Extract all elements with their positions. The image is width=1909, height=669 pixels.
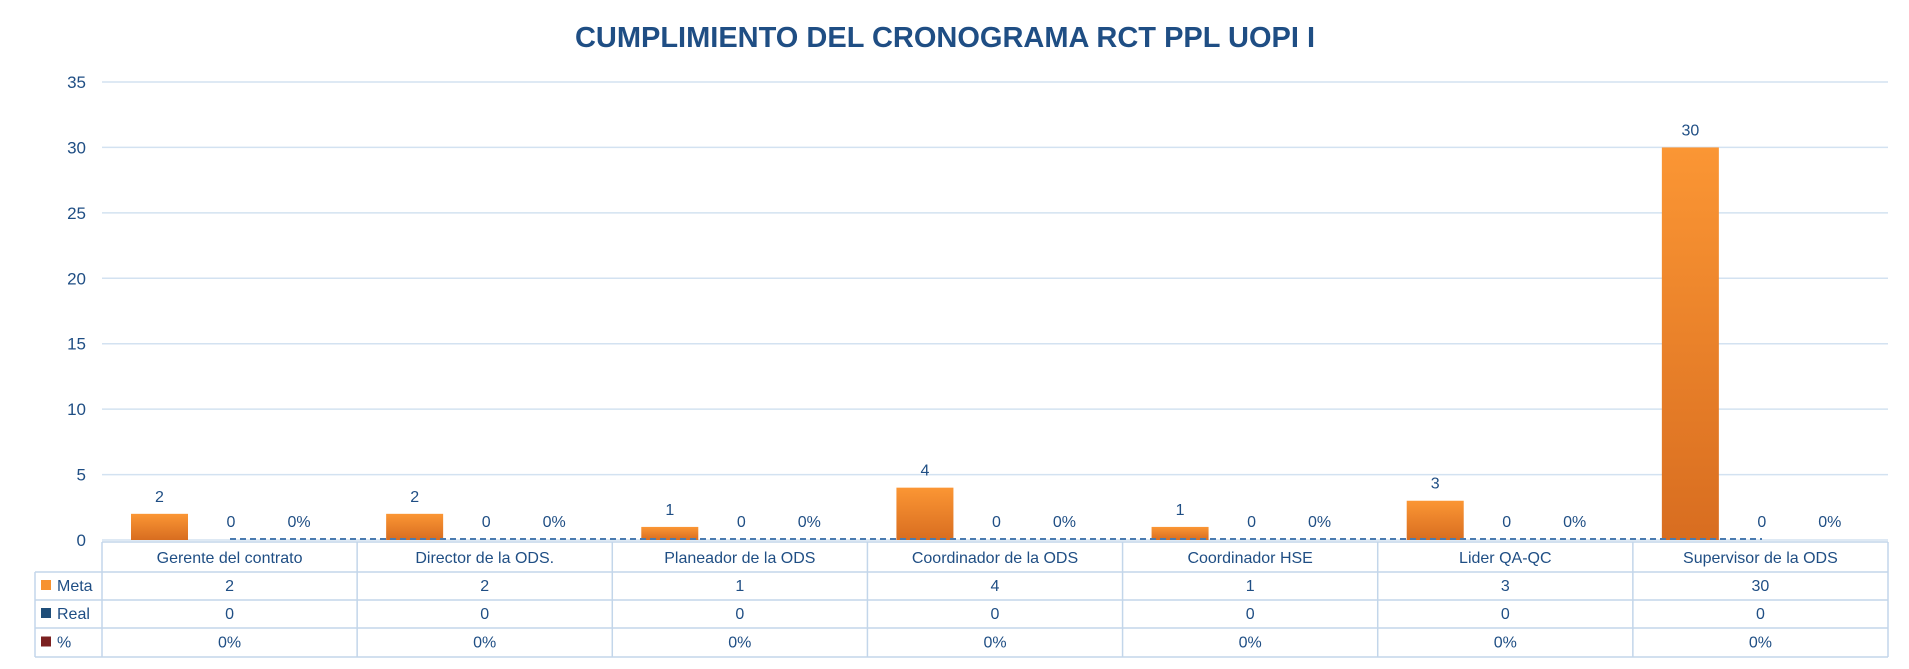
data-label-meta: 3 [1431, 476, 1440, 493]
table-cell: 0 [225, 606, 234, 623]
category-label: Planeador de la ODS [664, 550, 815, 567]
table-cell: 1 [735, 578, 744, 595]
table-cell: 0% [983, 635, 1006, 652]
category-label: Director de la ODS. [415, 550, 554, 567]
table-cell: 3 [1501, 578, 1510, 595]
y-tick-label: 20 [67, 269, 86, 288]
table-cell: 0% [1494, 635, 1517, 652]
table-cell: 0 [1246, 606, 1255, 623]
legend-key-percent [41, 636, 51, 647]
table-cell: 1 [1246, 578, 1255, 595]
data-label-meta: 30 [1681, 122, 1699, 139]
data-label-percent: 0% [798, 514, 821, 531]
bar-meta [386, 513, 444, 540]
data-label-real: 0 [227, 514, 236, 531]
chart-title: CUMPLIMIENTO DEL CRONOGRAMA RCT PPL UOPI… [575, 22, 1315, 54]
bars [131, 147, 1762, 540]
y-axis-ticks: 0 5 10 15 20 25 30 35 [67, 73, 86, 550]
data-label-meta: 1 [665, 502, 674, 519]
bar-meta [131, 513, 188, 540]
bar-meta [1151, 526, 1209, 540]
data-label-real: 0 [737, 514, 746, 531]
y-tick-label: 15 [67, 335, 86, 354]
table-cell: 2 [225, 578, 234, 595]
grid-lines [102, 81, 1888, 541]
data-label-percent: 0% [287, 514, 310, 531]
table-cell: 2 [480, 578, 489, 595]
bar-meta [641, 526, 699, 540]
table-cell: 0 [480, 606, 489, 623]
y-tick-label: 0 [77, 531, 86, 550]
category-label: Coordinador de la ODS [912, 550, 1078, 567]
data-label-percent: 0% [543, 514, 566, 531]
table-cell: 0% [1239, 635, 1262, 652]
legend-key-meta [41, 580, 51, 590]
bar-meta [1406, 500, 1464, 540]
data-label-percent: 0% [1818, 514, 1841, 531]
bar-meta [1661, 147, 1719, 540]
table-cell: 4 [991, 578, 1000, 595]
data-label-real: 0 [1757, 514, 1766, 531]
data-label-real: 0 [992, 514, 1001, 531]
table-cell: 0% [218, 635, 241, 652]
data-label-meta: 4 [920, 463, 929, 480]
data-table: Gerente del contrato Director de la ODS. P… [34, 541, 1889, 658]
y-tick-label: 35 [67, 73, 86, 92]
category-label: Gerente del contrato [157, 550, 303, 567]
table-cell: 0% [1749, 635, 1772, 652]
table-cell: 0 [991, 606, 1000, 623]
data-label-real: 0 [482, 514, 491, 531]
row-label: % [57, 635, 71, 652]
data-label-real: 0 [1247, 514, 1256, 531]
table-cell: 0 [1501, 606, 1510, 623]
data-label-percent: 0% [1563, 514, 1586, 531]
table-cell: 30 [1752, 578, 1770, 595]
table-cell: 0% [473, 635, 496, 652]
row-label: Real [57, 606, 90, 623]
category-label: Coordinador HSE [1187, 550, 1312, 567]
category-label: Lider QA-QC [1459, 550, 1551, 567]
y-tick-label: 25 [67, 204, 86, 223]
y-tick-label: 30 [67, 138, 86, 157]
category-label: Supervisor de la ODS [1683, 550, 1838, 567]
data-label-meta: 2 [410, 489, 419, 506]
table-cell: 0 [735, 606, 744, 623]
y-tick-label: 10 [67, 400, 86, 419]
row-label: Meta [57, 578, 93, 595]
data-label-percent: 0% [1308, 514, 1331, 531]
data-labels: 20 0%20 0%10 0%40 0%10 0%30 0%300 0% [155, 122, 1841, 531]
legend-key-real [41, 608, 51, 618]
bar-meta [896, 487, 954, 540]
data-label-meta: 1 [1176, 502, 1185, 519]
data-label-percent: 0% [1053, 514, 1076, 531]
y-tick-label: 5 [77, 466, 86, 485]
table-cell: 0 [1756, 606, 1765, 623]
data-label-meta: 2 [155, 489, 164, 506]
table-cell: 0% [728, 635, 751, 652]
data-label-real: 0 [1502, 514, 1511, 531]
